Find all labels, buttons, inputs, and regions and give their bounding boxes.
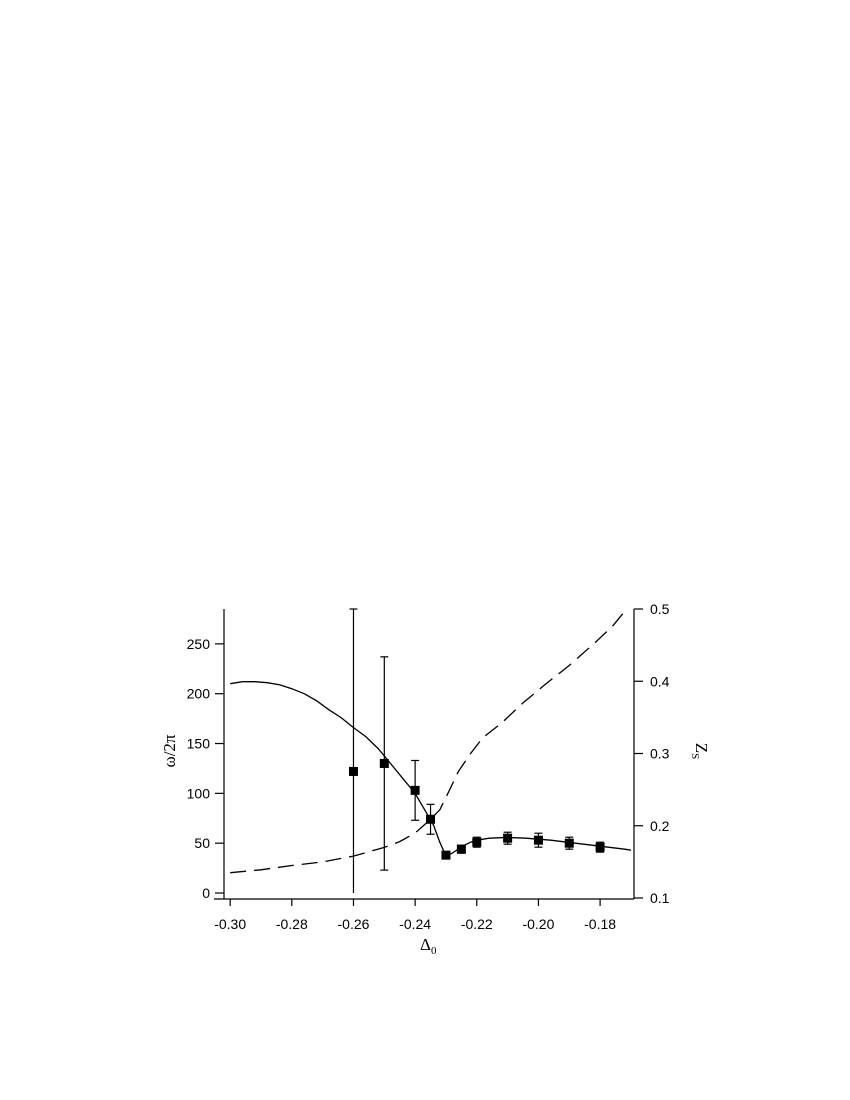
- data-point-marker: [472, 837, 482, 847]
- plot-area: -0.30 -0.28 -0.26 -0.24 -0.22 -0.20 -0.18 0 50 10…: [187, 601, 670, 932]
- x-tick-label: -0.26: [338, 916, 370, 932]
- zs-dashed-curve: [230, 610, 626, 874]
- data-point-marker: [379, 758, 389, 768]
- x-tick-label: -0.30: [214, 916, 246, 932]
- x-axis-title: Δ0: [420, 935, 437, 957]
- y-left-tick-label: 100: [187, 785, 211, 801]
- y-left-tick-label: 250: [187, 636, 211, 652]
- data-point-marker: [456, 844, 466, 854]
- y-left-tick-label: 200: [187, 686, 211, 702]
- data-point-marker: [564, 838, 574, 848]
- data-point-marker: [348, 766, 358, 776]
- data-point-marker: [503, 833, 513, 843]
- y-right-tick-label: 0.4: [650, 673, 670, 689]
- y-right-axis-title: ZS: [689, 743, 711, 760]
- data-point-marker: [410, 785, 420, 795]
- data-point-marker: [533, 835, 543, 845]
- y-right-tick-label: 0.2: [650, 818, 670, 834]
- y-left-tick-label: 0: [202, 885, 210, 901]
- data-point-marker: [426, 814, 436, 824]
- y-left-tick-label: 50: [194, 835, 210, 851]
- x-tick-label: -0.18: [584, 916, 616, 932]
- data-point-marker: [441, 850, 451, 860]
- y-right-tick-label: 0.3: [650, 746, 670, 762]
- x-tick-label: -0.22: [461, 916, 493, 932]
- data-point-marker: [595, 842, 605, 852]
- frequency-solid-curve: [230, 681, 632, 857]
- y-left-axis-title: ω/2π: [160, 734, 179, 767]
- x-tick-label: -0.28: [276, 916, 308, 932]
- x-tick-label: -0.24: [399, 916, 431, 932]
- x-tick-label: -0.20: [522, 916, 554, 932]
- y-right-tick-label: 0.1: [650, 890, 670, 906]
- y-left-tick-label: 150: [187, 736, 211, 752]
- y-right-tick-label: 0.5: [650, 601, 670, 617]
